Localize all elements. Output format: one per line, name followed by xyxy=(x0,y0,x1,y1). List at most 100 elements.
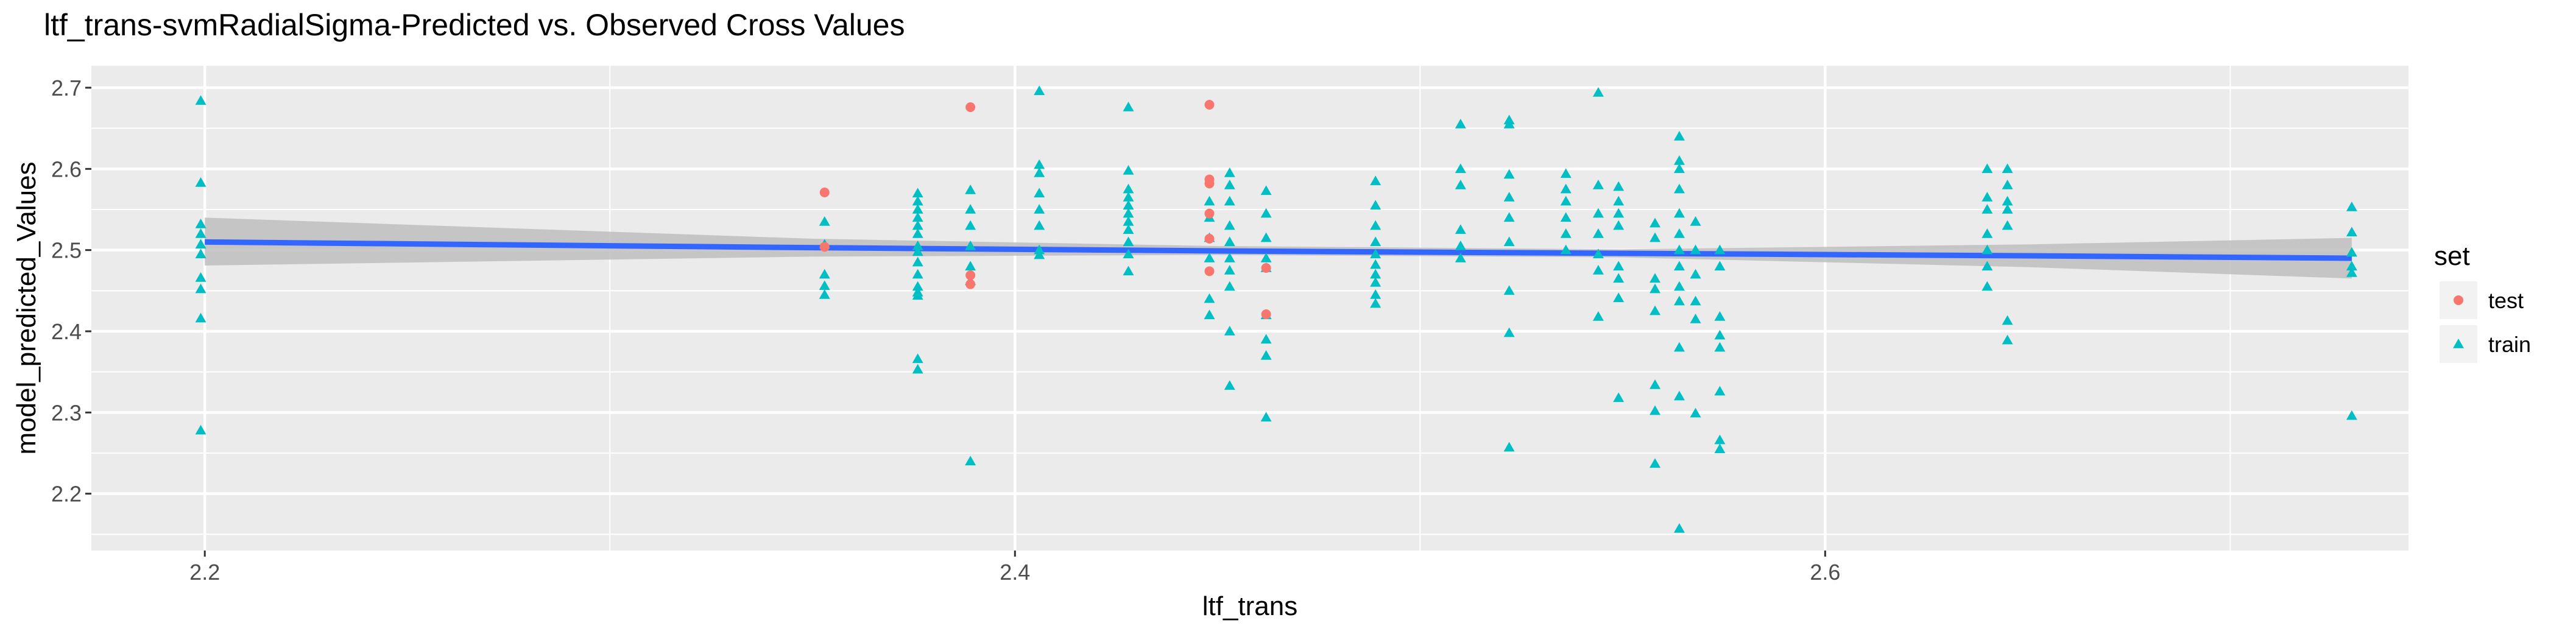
train-point xyxy=(1592,311,1604,321)
train-point xyxy=(1560,244,1572,255)
test-point xyxy=(1204,234,1215,244)
train-point xyxy=(195,219,206,228)
x-axis-title: ltf_trans xyxy=(1202,591,1298,621)
y-tick-label: 2.2 xyxy=(51,482,82,507)
train-point xyxy=(1592,228,1604,238)
train-point xyxy=(912,269,923,279)
train-point xyxy=(1224,195,1235,206)
train-point xyxy=(1613,220,1625,230)
train-point xyxy=(1123,248,1134,259)
train-point xyxy=(1370,298,1382,308)
train-point xyxy=(1123,224,1134,234)
train-point xyxy=(1981,192,1993,202)
train-point xyxy=(1260,185,1272,195)
grid-minor xyxy=(91,66,2408,551)
train-point xyxy=(1613,273,1625,283)
train-point xyxy=(1673,131,1685,141)
train-point xyxy=(1673,281,1685,291)
test-point xyxy=(1261,309,1271,319)
train-point xyxy=(2346,202,2357,211)
test-point xyxy=(965,279,976,289)
train-point xyxy=(1123,266,1134,276)
train-point xyxy=(1123,200,1134,210)
train-point xyxy=(1560,168,1572,178)
train-point xyxy=(1503,192,1515,202)
train-point xyxy=(1260,334,1272,344)
train-point xyxy=(2346,261,2357,271)
y-tick-label: 2.3 xyxy=(51,400,82,425)
train-point xyxy=(1455,241,1466,250)
train-point xyxy=(819,289,830,299)
train-point xyxy=(1260,232,1272,242)
train-point xyxy=(1613,292,1625,303)
test-point xyxy=(819,242,830,252)
train-point xyxy=(1123,183,1134,194)
train-point xyxy=(965,241,976,250)
train-point xyxy=(965,220,976,230)
train-point xyxy=(1260,208,1272,218)
train-point xyxy=(195,228,206,238)
train-point xyxy=(1981,244,1993,255)
train-point xyxy=(1204,309,1215,320)
test-point xyxy=(819,188,830,197)
train-point xyxy=(1503,285,1515,295)
train-point xyxy=(912,204,923,214)
train-point xyxy=(912,353,923,364)
train-point xyxy=(1714,342,1726,352)
train-point xyxy=(1224,220,1235,230)
train-point xyxy=(1690,216,1701,226)
train-point xyxy=(1503,327,1515,337)
train-point xyxy=(1455,224,1466,234)
confidence-band-layer xyxy=(205,217,2352,279)
train-point xyxy=(1503,119,1515,128)
train-point xyxy=(1650,217,1661,228)
train-point xyxy=(195,248,206,259)
train-point xyxy=(1650,458,1661,468)
points-layer xyxy=(195,85,2357,533)
train-point xyxy=(1455,163,1466,174)
plot-panel xyxy=(91,66,2408,551)
test-point xyxy=(1261,263,1271,273)
legend-title: set xyxy=(2434,241,2470,271)
train-point xyxy=(1204,195,1215,206)
train-point xyxy=(1650,283,1661,294)
train-point xyxy=(1613,261,1625,271)
train-point xyxy=(1503,442,1515,452)
train-point xyxy=(1714,385,1726,396)
train-point xyxy=(1503,212,1515,222)
train-point xyxy=(912,228,923,238)
train-point xyxy=(1224,167,1235,177)
train-point xyxy=(1034,249,1045,259)
train-point xyxy=(1260,253,1272,262)
train-point xyxy=(1260,412,1272,422)
train-point xyxy=(1714,244,1726,255)
train-point xyxy=(912,188,923,198)
train-point xyxy=(1981,228,1993,238)
train-point xyxy=(912,364,923,374)
train-point xyxy=(1650,305,1661,315)
x-tick-label: 2.4 xyxy=(1000,560,1030,585)
train-point xyxy=(912,241,923,250)
train-point xyxy=(912,195,923,206)
train-point xyxy=(1370,220,1382,230)
y-tick-label: 2.5 xyxy=(51,238,82,263)
train-point xyxy=(1224,236,1235,247)
train-point xyxy=(1260,350,1272,360)
train-point xyxy=(1673,261,1685,271)
train-point xyxy=(2002,315,2013,325)
train-point xyxy=(2346,267,2357,277)
train-point xyxy=(1690,295,1701,306)
legend: set test train xyxy=(2434,241,2531,363)
train-point xyxy=(912,246,923,256)
test-point xyxy=(1204,208,1215,219)
train-point xyxy=(1123,102,1134,111)
train-point xyxy=(1613,208,1625,218)
test-point xyxy=(1204,178,1215,189)
legend-symbol-train xyxy=(2453,339,2464,348)
train-point xyxy=(195,272,206,282)
train-point xyxy=(2002,195,2013,206)
train-point xyxy=(195,239,206,249)
train-point xyxy=(1455,119,1466,128)
train-point xyxy=(1034,220,1045,230)
